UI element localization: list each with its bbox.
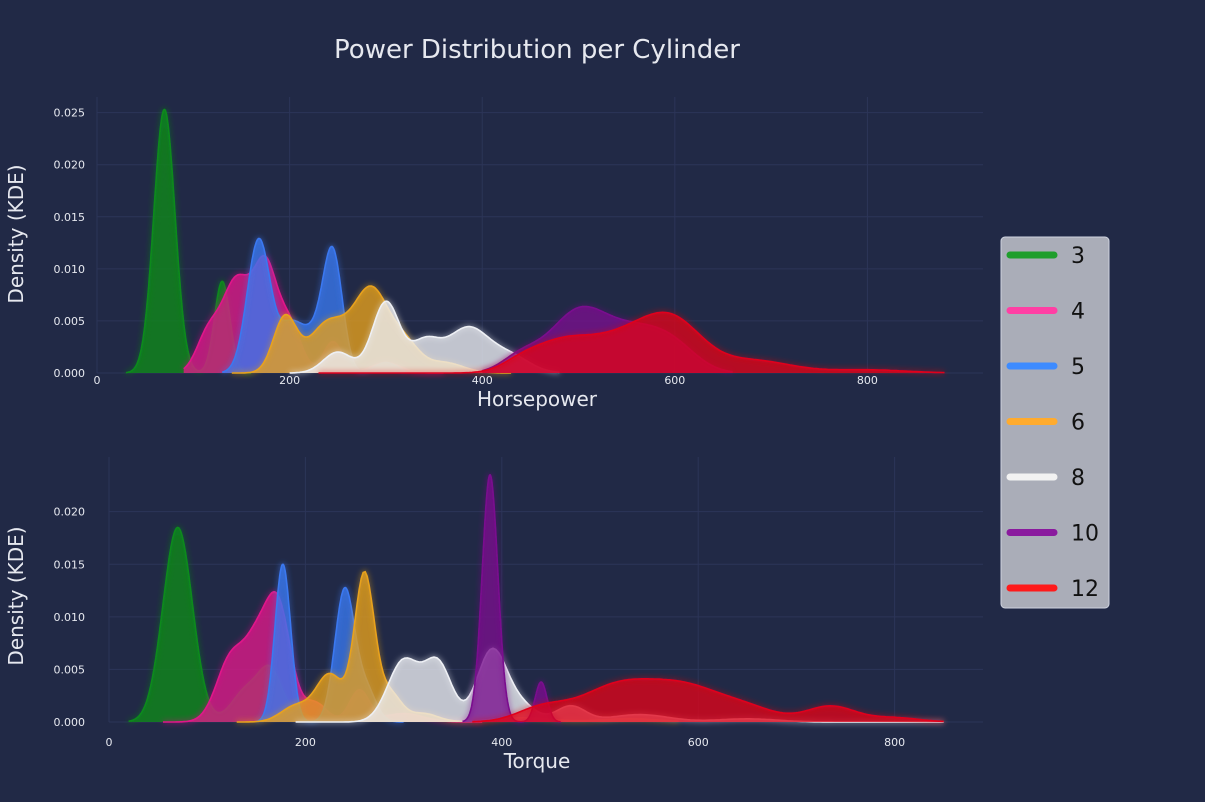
torque-panel: 0 200 400 600 800 0.000 0.005 0.010 0.015 0.020 T… <box>4 457 983 773</box>
torque-series-12-area <box>472 678 944 722</box>
torque-series <box>128 473 944 723</box>
legend-label-4: 4 <box>1071 300 1085 325</box>
legend-label-6: 6 <box>1071 411 1085 436</box>
torque-ticks: 0 200 400 600 800 0.000 0.005 0.010 0.015 0.020 <box>54 506 906 749</box>
horsepower-y-tick-label: 0.025 <box>54 107 86 120</box>
legend-label-10: 10 <box>1071 522 1099 547</box>
torque-x-tick-label: 800 <box>884 736 905 749</box>
horsepower-x-tick-label: 400 <box>472 374 493 387</box>
torque-series-8-area <box>295 648 944 722</box>
horsepower-x-label: Horsepower <box>477 387 598 411</box>
torque-x-tick-label: 0 <box>106 736 113 749</box>
horsepower-y-tick-label: 0.020 <box>54 159 86 172</box>
chart-title: Power Distribution per Cylinder <box>334 35 740 65</box>
torque-x-tick-label: 600 <box>688 736 709 749</box>
horsepower-ticks: 0 200 400 600 800 0.000 0.005 0.010 0.015 0.020 0.… <box>54 107 878 387</box>
legend-label-8: 8 <box>1071 466 1085 491</box>
torque-y-tick-label: 0.005 <box>54 663 86 676</box>
horsepower-panel: 0 200 400 600 800 0.000 0.005 0.010 0.015 0.020 0.… <box>4 97 983 411</box>
horsepower-series-12-area <box>318 312 945 373</box>
horsepower-series <box>125 108 945 374</box>
horsepower-y-tick-label: 0.000 <box>54 367 86 380</box>
horsepower-x-tick-label: 600 <box>664 374 685 387</box>
torque-series-10-area <box>462 474 561 722</box>
legend: 3 4 5 6 8 10 12 <box>1000 236 1110 609</box>
torque-x-tick-label: 400 <box>491 736 512 749</box>
horsepower-y-tick-label: 0.005 <box>54 315 86 328</box>
torque-y-tick-label: 0.015 <box>54 558 86 571</box>
legend-label-12: 12 <box>1071 577 1099 602</box>
legend-label-3: 3 <box>1071 244 1085 269</box>
torque-x-label: Torque <box>503 749 571 773</box>
horsepower-x-tick-label: 200 <box>279 374 300 387</box>
torque-series-6-area <box>236 571 679 722</box>
horsepower-series-12-line <box>318 311 945 374</box>
torque-y-tick-label: 0.000 <box>54 716 86 729</box>
torque-series-4-area <box>163 591 483 722</box>
torque-x-tick-label: 200 <box>295 736 316 749</box>
legend-label-5: 5 <box>1071 355 1085 380</box>
torque-y-tick-label: 0.010 <box>54 611 86 624</box>
torque-y-tick-label: 0.020 <box>54 506 86 519</box>
torque-series-12-line <box>472 678 944 723</box>
horsepower-y-tick-label: 0.015 <box>54 211 86 224</box>
horsepower-y-label: Density (KDE) <box>4 164 28 303</box>
horsepower-y-tick-label: 0.010 <box>54 263 86 276</box>
torque-y-label: Density (KDE) <box>4 526 28 665</box>
horsepower-x-tick-label: 0 <box>94 374 101 387</box>
horsepower-x-tick-label: 800 <box>857 374 878 387</box>
